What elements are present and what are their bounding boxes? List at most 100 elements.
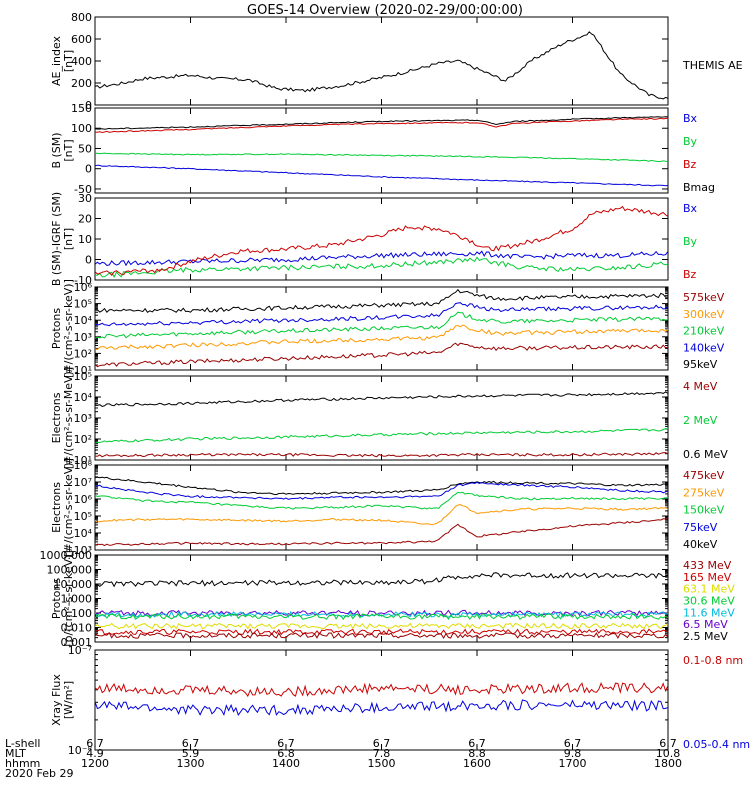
- y-axis-label-line: [nT]: [62, 228, 75, 250]
- bottom-tick-lshell: 6.7: [659, 737, 677, 750]
- y-tick-label: 10⁴: [74, 391, 93, 404]
- series-line-by: [95, 256, 668, 278]
- y-axis-label-line: B (SM): [50, 132, 63, 168]
- bottom-tick-mlt: 9.8: [564, 747, 582, 760]
- bottom-tick-hhmm: 1700: [559, 757, 587, 770]
- y-tick-label: 0.001: [61, 636, 93, 649]
- series-line-4-mev: [95, 452, 668, 458]
- bottom-tick-mlt: 7.8: [373, 747, 391, 760]
- legend-label: Bz: [683, 158, 697, 171]
- y-tick-label: 10¹: [74, 454, 92, 467]
- y-tick-label: 10²: [74, 347, 92, 360]
- legend-label: Bz: [683, 268, 697, 281]
- y-tick-label: -10: [74, 274, 92, 287]
- y-axis-label-line: [p/(cm²-s-sr-keV)]: [62, 550, 75, 647]
- y-axis-label: Xray Flux[W/m²]: [50, 674, 75, 726]
- y-tick-label: 10⁵: [74, 298, 92, 311]
- y-axis-label-line: Protons: [50, 578, 63, 619]
- panel-electrons_lo: 10³10⁴10⁵10⁶10⁷10⁸Electrons[#/(cm²-s-sr-…: [50, 458, 725, 557]
- series-line-63-1-mev: [95, 622, 668, 630]
- panel-electrons_hi: 10¹10²10³10⁴10⁵Electrons[#/(cm²-s-sr-MeV…: [50, 367, 728, 469]
- y-tick-label: 10³: [74, 412, 92, 425]
- y-tick-label: 10: [78, 233, 92, 246]
- legend-label: 475keV: [683, 469, 725, 482]
- y-tick-label: 100: [71, 122, 92, 135]
- legend-label: 4 MeV: [683, 380, 718, 393]
- legend-label: 2.5 MeV: [683, 630, 728, 643]
- series-line-2-5-mev: [95, 572, 668, 588]
- series-line-300kev: [95, 324, 668, 351]
- y-tick-label: 20: [78, 213, 92, 226]
- series-line-themis-ae: [95, 31, 668, 100]
- bottom-tick-mlt: 6.8: [277, 747, 295, 760]
- y-tick-label: 10³: [74, 331, 92, 344]
- series-line-210kev: [95, 311, 668, 339]
- legend-label: By: [683, 235, 698, 248]
- figure-title: GOES-14 Overview (2020-02-29/00:00:00): [247, 3, 523, 18]
- series-line-0-6-mev: [95, 391, 668, 407]
- bottom-date-label: 2020 Feb 29: [5, 767, 73, 780]
- y-axis-label: B (SM)-IGRF (SM)[nT]: [50, 192, 75, 286]
- bottom-row-label: MLT: [5, 747, 26, 760]
- series-line-150kev: [95, 491, 668, 510]
- y-tick-label: 50: [78, 142, 92, 155]
- legend-label: 275keV: [683, 486, 725, 499]
- series-line-bmag: [95, 116, 668, 130]
- y-tick-label: 200: [71, 77, 92, 90]
- series-line-95kev: [95, 288, 668, 313]
- series-line-575kev: [95, 342, 668, 368]
- series-line-140kev: [95, 302, 668, 327]
- legend-label: 40keV: [683, 538, 718, 551]
- legend-label: Bx: [683, 202, 698, 215]
- y-axis-label-line: [#/(cm²-s-sr-keV)]: [62, 279, 75, 378]
- y-tick-label: 10⁶: [74, 493, 93, 506]
- y-tick-label: 0: [85, 163, 92, 176]
- series-line-30-6-mev: [95, 613, 668, 621]
- y-tick-label: 10²: [74, 433, 92, 446]
- series-line-by: [95, 152, 668, 163]
- legend-label: 0.6 MeV: [683, 448, 728, 461]
- legend-label: 433 MeV: [683, 559, 732, 572]
- legend-label: 0.1-0.8 nm: [683, 654, 743, 667]
- y-axis-label: AE_index[nT]: [50, 35, 75, 86]
- y-tick-label: 400: [71, 55, 92, 68]
- legend-label: THEMIS AE: [682, 59, 743, 72]
- bottom-tick-hhmm: 1800: [654, 757, 682, 770]
- series-line-bz: [95, 117, 668, 134]
- y-axis-label-line: [nT]: [62, 50, 75, 72]
- y-tick-label: 10⁵: [74, 510, 92, 523]
- bottom-tick-lshell: 6.7: [86, 737, 104, 750]
- y-axis-label-line: [#/(cm²-s-sr-keV)]: [62, 458, 75, 557]
- bottom-tick-lshell: 6.7: [468, 737, 486, 750]
- legend-label: 210keV: [683, 325, 725, 338]
- bottom-tick-lshell: 6.7: [182, 737, 200, 750]
- panel-frame: [94, 16, 669, 106]
- panel-xray: 10⁻⁸ 10⁻⁷ Xray Flux[W/m²] 0.1-0.8 nm 0.05-0.…: [50, 644, 750, 757]
- panel-frame: [94, 286, 669, 371]
- series-line-275kev: [95, 504, 668, 526]
- y-tick-label: 150: [71, 102, 92, 115]
- legend-label: 30.6 MeV: [683, 595, 735, 608]
- y-tick-label: -50: [74, 183, 92, 196]
- y-tick-label: 10⁻⁸: [68, 744, 93, 757]
- legend-label: Bx: [683, 112, 698, 125]
- bottom-tick-mlt: 8.8: [468, 747, 486, 760]
- bottom-tick-hhmm: 1200: [81, 757, 109, 770]
- y-tick-label: 10⁻⁷: [68, 644, 92, 657]
- y-tick-label: 10⁷: [74, 476, 92, 489]
- legend-label: 575keV: [683, 291, 725, 304]
- panel-protons_mageis: 10¹10²10³10⁴10⁵10⁶Protons[#/(cm²-s-sr-ke…: [50, 279, 725, 378]
- y-tick-label: 10⁴: [74, 314, 93, 327]
- y-axis-label: Protons[#/(cm²-s-sr-keV)]: [50, 279, 75, 378]
- y-tick-label: 10³: [74, 544, 92, 557]
- y-tick-label: 1.000: [61, 593, 93, 606]
- series-line-0-05-0-4-nm: [95, 699, 668, 717]
- series-line-bx: [95, 164, 668, 187]
- legend-label: 2 MeV: [683, 414, 718, 427]
- bottom-tick-mlt: 5.9: [182, 747, 200, 760]
